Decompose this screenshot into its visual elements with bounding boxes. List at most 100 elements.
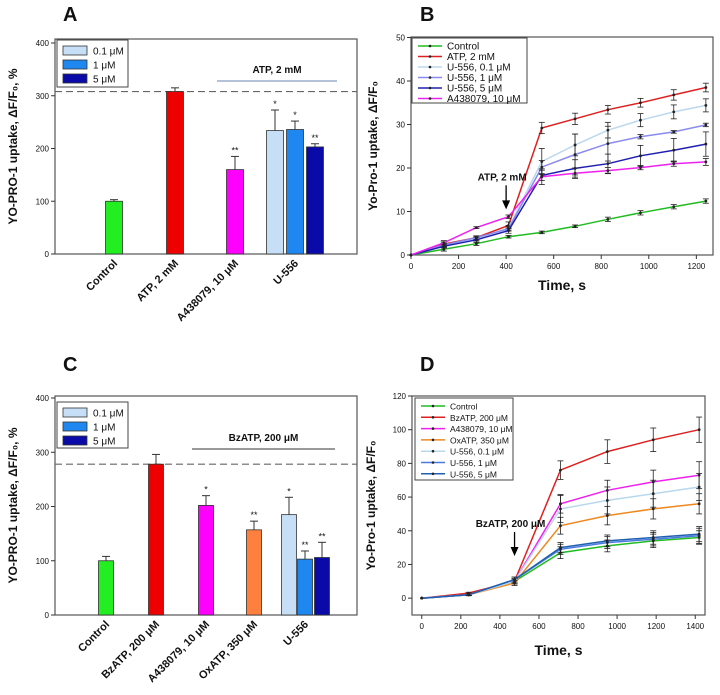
legend-marker xyxy=(431,427,435,430)
legend-marker xyxy=(428,55,432,58)
legend-label: Control xyxy=(447,42,479,53)
data-point xyxy=(704,160,708,164)
x-tick-label: 1200 xyxy=(647,622,665,631)
data-point xyxy=(605,539,609,543)
legend-label: BzATP, 200 μM xyxy=(450,413,508,423)
bar xyxy=(297,558,313,616)
data-point xyxy=(672,110,676,114)
data-point xyxy=(639,135,642,139)
data-point xyxy=(606,217,610,221)
legend-label: 1 μM xyxy=(93,423,115,434)
annotation-label: ATP, 2 mM xyxy=(478,172,527,183)
bar xyxy=(286,129,304,255)
treatment-label: ATP, 2 mM xyxy=(252,65,301,76)
data-point xyxy=(606,169,610,173)
legend-label: 0.1 μM xyxy=(93,409,124,420)
legend-marker xyxy=(431,472,435,476)
arrow-down-icon xyxy=(510,547,519,557)
x-tick-label: 400 xyxy=(499,262,513,271)
x-tick-label: 800 xyxy=(571,622,585,631)
x-axis-label: Time, s xyxy=(535,642,583,658)
data-point xyxy=(639,154,642,158)
significance-marker: ** xyxy=(301,540,309,550)
legend-label: ATP, 2 mM xyxy=(447,52,495,63)
legend-marker xyxy=(431,449,435,453)
panel-label-a: A xyxy=(63,4,78,26)
legend-marker xyxy=(431,416,435,419)
series-u-556-1-m xyxy=(409,122,709,257)
data-point xyxy=(507,235,510,239)
data-point xyxy=(639,118,642,122)
data-point xyxy=(605,450,609,453)
x-tick-label: 600 xyxy=(532,622,546,631)
data-point xyxy=(474,226,478,229)
y-axis-label: Yo-Pro-1 uptake, ΔF/F₀ xyxy=(366,81,380,211)
bar xyxy=(314,557,330,616)
legend-marker xyxy=(428,86,432,90)
series-line xyxy=(410,161,706,256)
series-a438079-10-m xyxy=(420,461,703,600)
data-point xyxy=(605,499,609,502)
legend-label: A438079, 10 μM xyxy=(447,94,521,105)
data-point xyxy=(442,247,446,251)
y-tick-label: 0 xyxy=(45,250,50,259)
y-tick-label: 300 xyxy=(36,448,50,457)
series-control xyxy=(409,198,709,257)
arrow-down-icon xyxy=(502,200,511,210)
legend-marker xyxy=(431,438,435,442)
significance-marker: ** xyxy=(311,133,319,143)
x-tick-label: 200 xyxy=(452,262,466,271)
legend-box xyxy=(411,37,528,104)
bar xyxy=(266,130,284,255)
legend-marker xyxy=(428,97,432,100)
significance-marker: * xyxy=(287,486,291,496)
bar xyxy=(226,169,244,255)
legend-label: OxATP, 350 μM xyxy=(450,435,509,445)
y-tick-label: 40 xyxy=(397,527,406,536)
y-tick-label: 80 xyxy=(397,459,406,468)
legend-label: 1 μM xyxy=(93,61,115,72)
data-point xyxy=(651,536,655,539)
bar xyxy=(306,146,324,255)
series-atp-2-mm xyxy=(409,82,709,257)
category-label: Control xyxy=(84,258,120,294)
bar xyxy=(198,505,214,616)
data-point xyxy=(540,175,544,179)
x-axis-label: Time, s xyxy=(538,277,586,293)
x-tick-label: 1000 xyxy=(640,262,658,271)
legend-marker xyxy=(428,44,432,48)
legend-swatch xyxy=(62,407,88,418)
category-label: ATP, 2 mM xyxy=(134,258,181,305)
data-point xyxy=(704,142,708,146)
series-a438079-10-m xyxy=(409,158,709,257)
data-point xyxy=(507,229,510,233)
legend-marker xyxy=(428,76,432,79)
data-point xyxy=(474,238,478,242)
y-tick-label: 100 xyxy=(36,197,50,206)
significance-marker: * xyxy=(273,99,277,109)
data-point xyxy=(672,148,676,152)
y-tick-label: 40 xyxy=(396,77,405,86)
legend-swatch xyxy=(62,435,88,446)
y-tick-label: 20 xyxy=(397,560,406,569)
bar xyxy=(98,560,114,616)
data-point xyxy=(573,171,577,175)
y-tick-label: 0 xyxy=(45,611,50,620)
x-tick-label: 600 xyxy=(547,262,561,271)
plot-frame xyxy=(54,38,358,255)
y-tick-label: 20 xyxy=(396,164,405,173)
legend-label: A438079, 10 μM xyxy=(450,424,513,434)
series-u-556-5-m xyxy=(420,526,703,600)
data-point xyxy=(697,428,701,432)
legend-swatch xyxy=(62,421,88,432)
category-label: A438079, 10 μM xyxy=(175,258,241,324)
x-tick-label: 1200 xyxy=(687,262,705,271)
data-point xyxy=(442,241,446,245)
y-tick-label: 200 xyxy=(36,503,50,512)
data-point xyxy=(697,502,701,506)
data-point xyxy=(409,253,413,257)
data-point xyxy=(606,142,610,146)
y-tick-label: 10 xyxy=(396,208,405,217)
